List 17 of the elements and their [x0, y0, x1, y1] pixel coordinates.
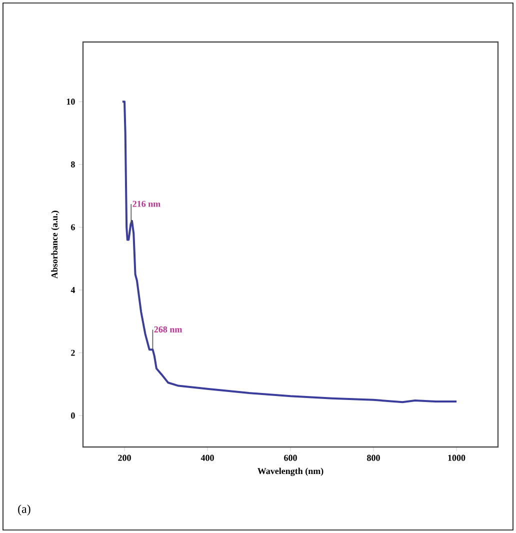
x-axis-title: Wavelength (nm)	[258, 468, 324, 476]
y-tick-label: 4	[70, 287, 76, 293]
y-tick-label: 8	[70, 161, 75, 168]
text: (a)	[18, 504, 30, 516]
y-tick-label: 10	[66, 98, 75, 105]
x-tick-label: 200	[118, 454, 131, 461]
line-series	[121, 100, 458, 404]
x-tick-label: 400	[200, 454, 214, 461]
annotation: 216 nm	[132, 200, 160, 207]
annotation: 268 nm	[154, 326, 182, 332]
x-tick-label: 600	[284, 454, 297, 461]
x-tick-label: 1000	[448, 454, 466, 461]
x-tick-label: 800	[367, 454, 380, 461]
y-tick-label: 2	[71, 350, 75, 356]
y-tick-label: 0	[71, 412, 75, 419]
y-tick-label: 6	[71, 224, 75, 230]
y-axis-title: Absorbance (a.u.)	[51, 210, 60, 279]
